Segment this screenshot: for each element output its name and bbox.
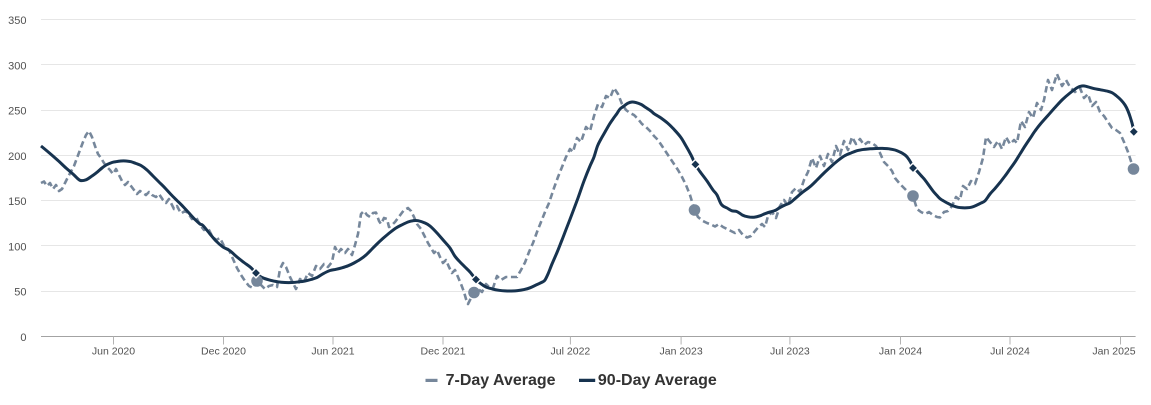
svg-text:Jan 2024: Jan 2024 bbox=[879, 346, 922, 358]
svg-text:50: 50 bbox=[14, 287, 26, 299]
svg-text:150: 150 bbox=[8, 196, 26, 208]
svg-text:Dec 2020: Dec 2020 bbox=[201, 346, 246, 358]
svg-text:Jun 2020: Jun 2020 bbox=[92, 346, 135, 358]
svg-text:Jul 2022: Jul 2022 bbox=[551, 346, 591, 358]
svg-text:90-Day Average: 90-Day Average bbox=[598, 372, 717, 389]
svg-text:Dec 2021: Dec 2021 bbox=[421, 346, 466, 358]
svg-text:250: 250 bbox=[8, 106, 26, 118]
svg-text:350: 350 bbox=[8, 15, 26, 27]
svg-text:Jun 2021: Jun 2021 bbox=[311, 346, 354, 358]
svg-text:Jan 2023: Jan 2023 bbox=[659, 346, 702, 358]
svg-text:Jan 2025: Jan 2025 bbox=[1092, 346, 1135, 358]
svg-text:0: 0 bbox=[20, 332, 26, 344]
svg-text:100: 100 bbox=[8, 241, 26, 253]
svg-text:Jul 2024: Jul 2024 bbox=[990, 346, 1030, 358]
svg-text:Jul 2023: Jul 2023 bbox=[770, 346, 810, 358]
svg-text:200: 200 bbox=[8, 151, 26, 163]
svg-text:300: 300 bbox=[8, 60, 26, 72]
svg-text:7-Day Average: 7-Day Average bbox=[446, 372, 556, 389]
